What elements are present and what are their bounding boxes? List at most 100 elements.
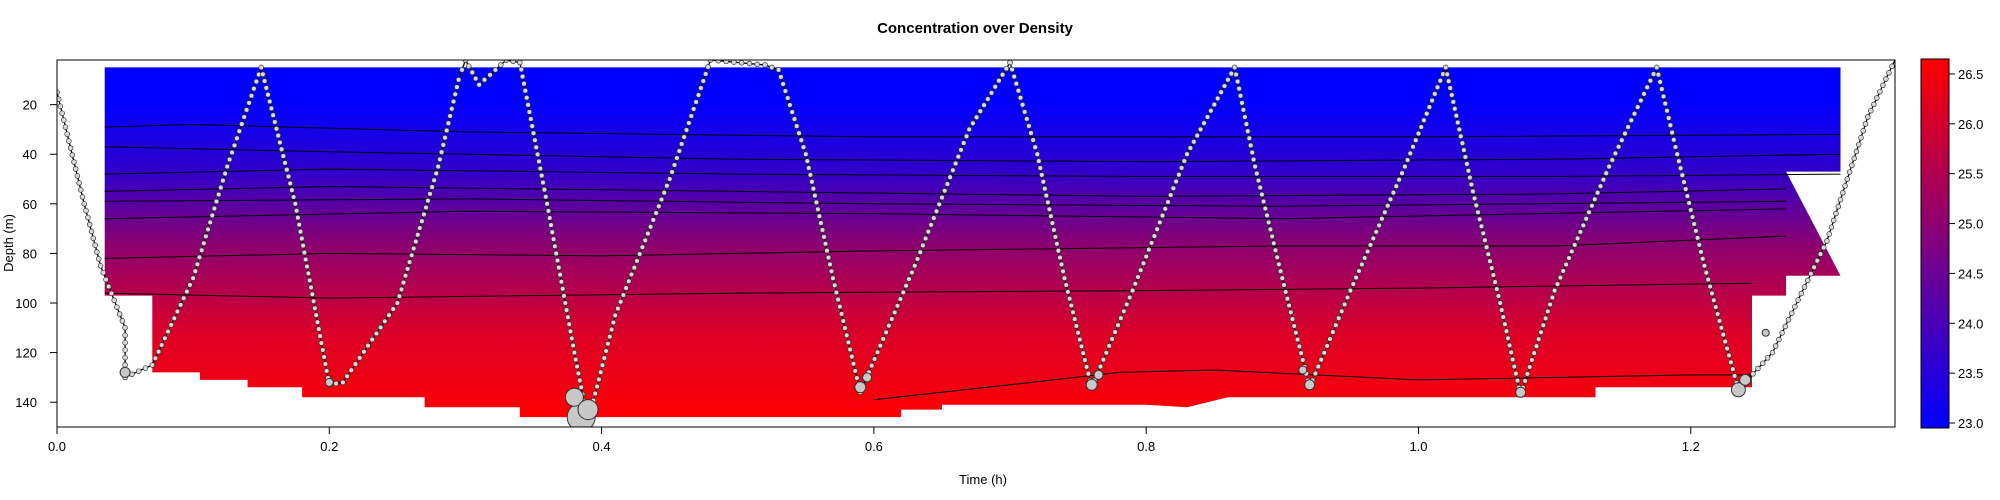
sample-point-275 <box>650 217 657 223</box>
sample-point-498 <box>1231 64 1238 71</box>
sample-point-21 <box>90 235 97 242</box>
sample-point-493 <box>1214 95 1221 102</box>
sample-point-465 <box>1132 281 1139 287</box>
sample-point-464 <box>1129 287 1136 294</box>
sample-point-257 <box>605 341 611 347</box>
sample-point-572 <box>1387 196 1394 203</box>
sample-point-301 <box>731 60 737 65</box>
sample-point-292 <box>693 99 699 105</box>
sample-point-296 <box>702 71 709 77</box>
sample-point-106 <box>287 180 293 187</box>
sample-point-282 <box>669 169 675 175</box>
sample-point-700 <box>1674 151 1680 157</box>
sample-point-772 <box>1855 141 1862 148</box>
sample-point-20 <box>88 228 95 235</box>
sample-point-302 <box>738 60 745 66</box>
sample-point-17 <box>83 207 89 214</box>
sample-point-601 <box>1456 126 1463 133</box>
sample-point-598 <box>1452 106 1458 112</box>
sample-point-288 <box>683 127 690 133</box>
sample-point-125 <box>313 312 319 318</box>
sample-point-494 <box>1218 89 1224 95</box>
sample-point-107 <box>289 187 295 193</box>
sample-point-784 <box>1889 63 1895 70</box>
sample-point-63 <box>198 247 205 254</box>
sample-point-410 <box>1021 109 1028 115</box>
sample-point-492 <box>1211 101 1218 108</box>
sample-point-227 <box>559 286 566 292</box>
sample-point-523 <box>1271 240 1277 247</box>
sample-point-229 <box>562 300 569 306</box>
sample-point-335 <box>827 261 833 268</box>
sample-point-714 <box>1698 249 1704 255</box>
sample-point-441 <box>1073 323 1080 329</box>
sample-point-599 <box>1453 112 1460 119</box>
sample-point-160 <box>415 232 421 238</box>
sample-point-23 <box>94 249 100 255</box>
sample-point-781 <box>1880 82 1886 89</box>
sample-point-575 <box>1396 176 1402 183</box>
sample-point-756 <box>1817 251 1824 257</box>
sample-point-79 <box>234 135 240 142</box>
sample-point-69 <box>211 205 218 212</box>
sample-point-531 <box>1284 295 1291 302</box>
sample-point-19 <box>86 221 93 228</box>
sample-point-487 <box>1194 132 1200 139</box>
sample-point-526 <box>1276 261 1282 268</box>
sample-point-213 <box>541 186 548 193</box>
sample-point-26 <box>100 269 107 276</box>
sample-point-621 <box>1488 265 1495 271</box>
y-tick-label-0: 20 <box>23 98 37 113</box>
sample-point-607 <box>1465 168 1472 174</box>
sample-point-476 <box>1162 206 1168 212</box>
sample-point-546 <box>1312 370 1319 377</box>
sample-point-702 <box>1677 165 1684 171</box>
sample-point-92 <box>263 85 270 91</box>
sample-point-146 <box>377 324 384 331</box>
sample-point-411 <box>1024 116 1030 122</box>
sample-point-150 <box>394 300 401 306</box>
sample-point-86 <box>251 85 257 92</box>
sample-point-579 <box>1407 150 1414 157</box>
sample-point-434 <box>1061 275 1068 281</box>
sample-point-693 <box>1662 100 1668 107</box>
sample-point-202 <box>526 109 533 115</box>
sample-point-325 <box>812 192 818 199</box>
sample-point-684 <box>1641 91 1647 97</box>
concentration-bubble-5 <box>854 381 867 394</box>
sample-point-130 <box>320 347 326 353</box>
sample-point-218 <box>548 222 554 228</box>
sample-point-568 <box>1376 222 1382 229</box>
sample-point-238 <box>574 363 580 370</box>
sample-point-616 <box>1480 230 1486 237</box>
sample-point-438 <box>1068 302 1075 309</box>
colorbar <box>1920 58 1950 429</box>
sample-point-207 <box>533 144 539 151</box>
sample-point-71 <box>215 191 222 198</box>
sample-point-569 <box>1379 216 1385 222</box>
sample-point-729 <box>1726 352 1732 359</box>
sample-point-393 <box>970 120 976 127</box>
sample-point-339 <box>833 289 840 296</box>
sample-point-270 <box>636 251 643 257</box>
sample-point-534 <box>1289 316 1296 322</box>
sample-point-553 <box>1333 322 1339 328</box>
sample-point-618 <box>1483 244 1490 250</box>
sample-point-624 <box>1494 286 1500 292</box>
sample-point-5 <box>62 124 69 130</box>
sample-point-406 <box>1013 80 1020 87</box>
sample-point-271 <box>639 244 646 250</box>
sample-point-502 <box>1237 93 1244 99</box>
sample-point-402 <box>1003 65 1010 72</box>
sample-point-508 <box>1246 135 1253 142</box>
sample-point-764 <box>1837 196 1844 203</box>
sample-point-606 <box>1464 161 1470 167</box>
sample-point-277 <box>656 203 662 210</box>
y-axis-label: Depth (m) <box>1 214 16 272</box>
sample-point-538 <box>1296 343 1303 350</box>
sample-point-675 <box>1612 150 1619 157</box>
isopycnal-line-5 <box>104 208 1787 220</box>
sample-point-72 <box>218 184 224 191</box>
sample-point-518 <box>1262 205 1269 212</box>
sample-point-74 <box>222 170 228 177</box>
